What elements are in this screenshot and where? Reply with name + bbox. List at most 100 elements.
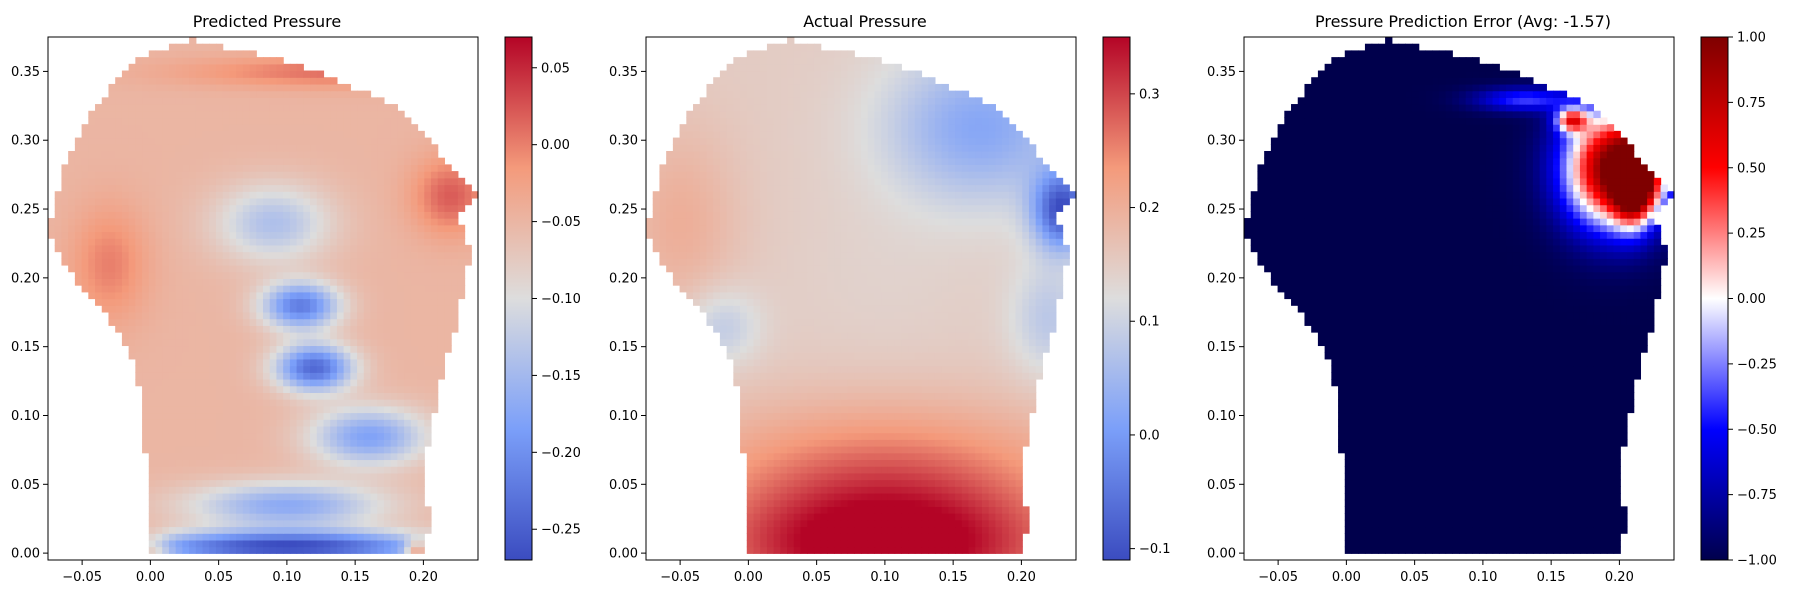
field-cell bbox=[908, 519, 916, 528]
field-cell bbox=[357, 412, 365, 420]
x-axis: −0.05 0.00 0.05 0.10 0.15 0.20 bbox=[62, 560, 438, 585]
field-cell bbox=[115, 251, 123, 259]
field-cell bbox=[128, 325, 136, 333]
field-cell bbox=[760, 372, 768, 380]
field-cell bbox=[1035, 372, 1044, 380]
field-cell bbox=[108, 271, 116, 279]
field-cell bbox=[195, 124, 204, 132]
field-cell bbox=[263, 452, 271, 461]
field-cell bbox=[807, 345, 815, 353]
field-cell bbox=[108, 137, 116, 145]
field-cell bbox=[363, 486, 372, 494]
field-cell bbox=[168, 164, 177, 172]
field-cell bbox=[303, 486, 311, 494]
field-cell bbox=[914, 345, 923, 353]
field-cell bbox=[377, 305, 385, 313]
field-cell bbox=[854, 446, 862, 454]
field-cell bbox=[323, 539, 331, 548]
field-cell bbox=[310, 466, 318, 474]
field-cell bbox=[101, 211, 110, 219]
field-cell bbox=[1008, 385, 1017, 393]
field-cell bbox=[236, 492, 244, 501]
field-cell bbox=[54, 224, 63, 233]
field-cell bbox=[417, 345, 425, 353]
field-cell bbox=[74, 171, 83, 179]
field-cell bbox=[417, 311, 425, 320]
field-cell bbox=[289, 466, 298, 474]
field-cell bbox=[766, 452, 775, 461]
field-cell bbox=[175, 177, 183, 186]
field-cell bbox=[283, 244, 291, 253]
field-cell bbox=[283, 513, 291, 521]
field-cell bbox=[404, 486, 412, 494]
field-cell bbox=[827, 452, 835, 461]
field-cell bbox=[202, 83, 210, 92]
field-cell bbox=[202, 218, 210, 226]
field-cell bbox=[209, 486, 217, 494]
field-cell bbox=[202, 70, 210, 78]
field-cell bbox=[162, 50, 170, 58]
field-cell bbox=[383, 177, 392, 186]
field-cell bbox=[350, 332, 358, 340]
field-cell bbox=[101, 278, 110, 286]
field-cell bbox=[168, 466, 177, 474]
field-cell bbox=[437, 325, 446, 333]
field-cell bbox=[383, 452, 392, 461]
field-cell bbox=[800, 459, 808, 467]
field-cell bbox=[383, 171, 392, 179]
field-cell bbox=[753, 519, 761, 528]
field-cell bbox=[121, 258, 130, 266]
field-cell bbox=[820, 513, 829, 521]
field-cell bbox=[148, 365, 157, 373]
field-cell bbox=[263, 83, 271, 92]
field-cell bbox=[955, 352, 963, 360]
field-cell bbox=[148, 533, 157, 541]
field-cell bbox=[229, 358, 237, 367]
field-cell bbox=[914, 405, 923, 414]
field-cell bbox=[861, 452, 869, 461]
field-cell bbox=[296, 90, 304, 98]
field-cell bbox=[417, 338, 425, 347]
field-cell bbox=[968, 486, 976, 494]
field-cell bbox=[303, 452, 311, 461]
field-cell bbox=[316, 244, 325, 253]
field-cell bbox=[121, 318, 130, 326]
field-cell bbox=[827, 526, 835, 534]
field-cell bbox=[195, 472, 204, 481]
field-cell bbox=[1002, 506, 1010, 514]
field-cell bbox=[95, 271, 103, 279]
field-cell bbox=[457, 251, 466, 259]
field-cell bbox=[209, 130, 217, 139]
field-cell bbox=[175, 506, 183, 514]
field-cell bbox=[397, 439, 405, 447]
field-cell bbox=[975, 479, 983, 487]
field-cell bbox=[363, 318, 372, 326]
field-cell bbox=[1015, 466, 1023, 474]
field-cell bbox=[189, 311, 197, 320]
field-cell bbox=[316, 358, 325, 367]
field-cell bbox=[95, 298, 103, 306]
field-cell bbox=[1008, 392, 1017, 400]
field-cell bbox=[437, 171, 446, 179]
field-cell bbox=[390, 332, 398, 340]
field-cell bbox=[397, 378, 405, 387]
field-cell bbox=[854, 405, 862, 414]
field-cell bbox=[397, 358, 405, 367]
field-cell bbox=[276, 385, 284, 393]
field-cell bbox=[948, 533, 956, 541]
field-cell bbox=[175, 392, 183, 400]
field-cell bbox=[182, 452, 190, 461]
field-cell bbox=[115, 157, 123, 165]
field-cell bbox=[363, 191, 372, 199]
field-cell bbox=[887, 352, 896, 360]
field-cell bbox=[148, 244, 157, 253]
field-cell bbox=[236, 177, 244, 186]
field-cell bbox=[383, 298, 392, 306]
field-cell bbox=[914, 506, 923, 514]
field-cell bbox=[242, 499, 251, 507]
field-cell bbox=[323, 526, 331, 534]
field-cell bbox=[162, 499, 170, 507]
field-cell bbox=[854, 452, 862, 461]
field-cell bbox=[195, 110, 204, 119]
field-cell bbox=[236, 150, 244, 159]
